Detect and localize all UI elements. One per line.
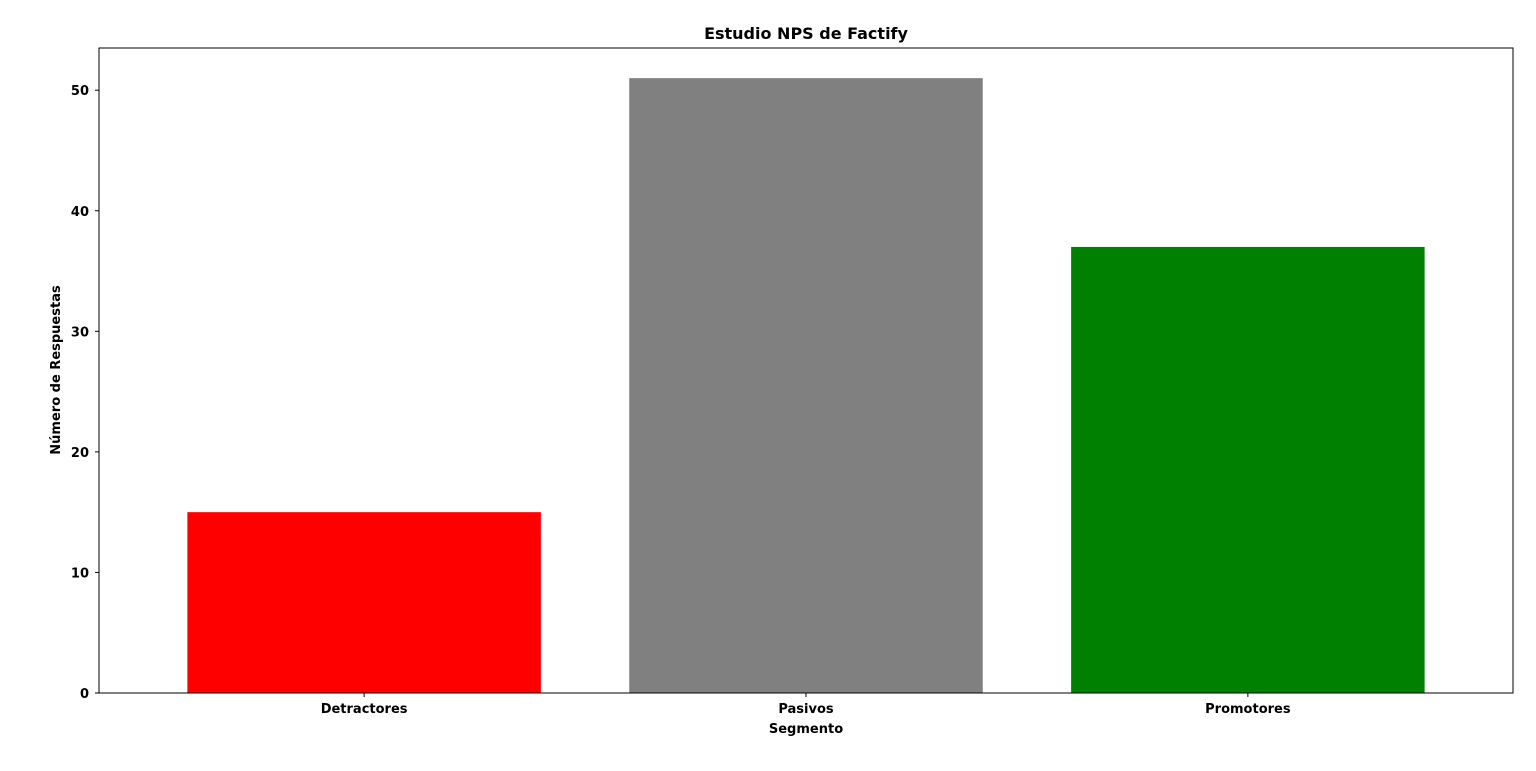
y-tick-label: 20 <box>71 446 89 461</box>
bars-layer <box>187 78 1425 693</box>
x-axis-ticks: Detractores Pasivos Promotores <box>321 693 1291 717</box>
y-axis-label: Número de Respuestas <box>49 285 64 455</box>
bar-detractores <box>187 512 541 693</box>
y-tick-label: 50 <box>71 84 89 99</box>
y-tick-label: 10 <box>71 566 89 581</box>
y-tick-label: 30 <box>71 325 89 340</box>
bar-pasivos <box>629 78 983 693</box>
bar-promotores <box>1071 246 1425 693</box>
x-tick-label: Pasivos <box>778 702 834 717</box>
x-tick-label: Promotores <box>1205 702 1291 717</box>
y-axis-ticks: 0 10 20 30 40 50 <box>71 84 99 702</box>
x-axis-label: Segmento <box>769 722 843 737</box>
y-tick-label: 40 <box>71 205 89 220</box>
chart-title: Estudio NPS de Factify <box>704 24 908 43</box>
x-tick-label: Detractores <box>321 702 408 717</box>
y-tick-label: 0 <box>80 687 89 702</box>
